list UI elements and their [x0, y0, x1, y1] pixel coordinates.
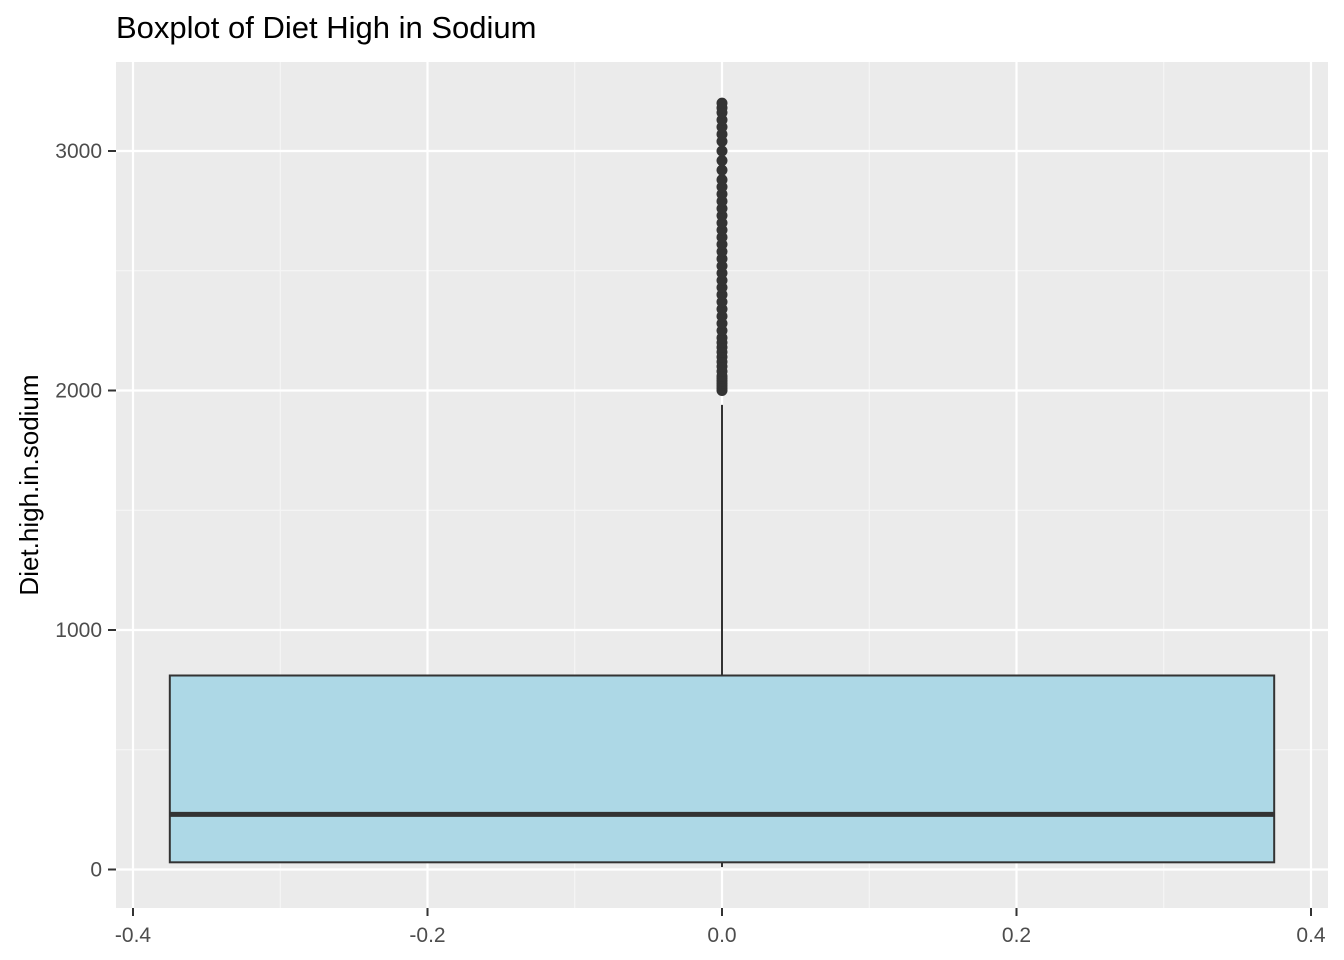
- outlier-point: [716, 145, 728, 157]
- x-tick-label: -0.4: [115, 924, 152, 947]
- outlier-point: [716, 174, 728, 186]
- box: [168, 674, 1276, 864]
- x-tick-label: -0.2: [409, 924, 445, 947]
- chart-title: Boxplot of Diet High in Sodium: [116, 10, 537, 45]
- iqr-box: [168, 674, 1276, 864]
- y-axis-title: Diet.high.in.sodium: [14, 374, 44, 595]
- y-tick-label: 1000: [55, 619, 102, 642]
- x-tick-label: 0.4: [1296, 924, 1326, 947]
- outlier-point: [716, 97, 728, 109]
- outliers: [716, 97, 728, 396]
- y-tick-label: 0: [90, 859, 102, 882]
- y-axis: 0 1000 2000 3000: [55, 140, 116, 882]
- y-tick-label: 2000: [55, 380, 102, 403]
- x-axis: -0.4 -0.2 0.0 0.2 0.4: [115, 908, 1326, 947]
- outlier-point: [716, 155, 728, 167]
- x-tick-label: 0.2: [1002, 924, 1031, 947]
- outlier-point: [716, 164, 728, 176]
- x-tick-label: 0.0: [707, 924, 736, 947]
- y-tick-label: 3000: [55, 140, 102, 163]
